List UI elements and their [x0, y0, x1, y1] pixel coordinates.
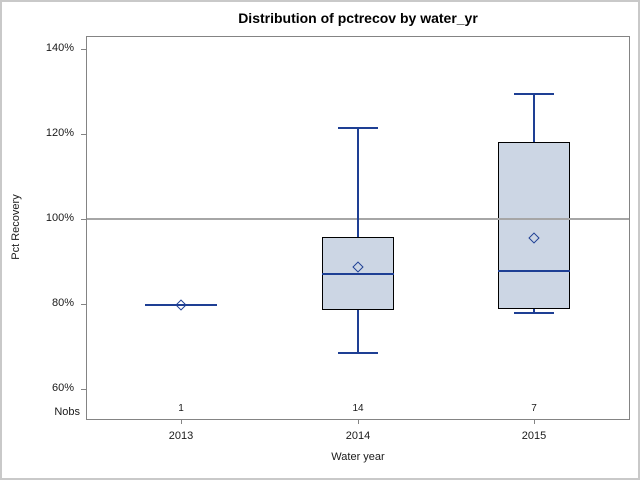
y-tick-mark	[81, 388, 86, 390]
y-tick-mark	[81, 218, 86, 220]
nobs-value: 1	[178, 403, 184, 414]
chart-title: Distribution of pctrecov by water_yr	[238, 10, 478, 26]
y-tick-mark	[81, 133, 86, 135]
y-tick-label: 140%	[45, 42, 74, 54]
x-axis-title: Water year	[331, 451, 385, 463]
lower-whisker-cap	[514, 311, 554, 314]
nobs-value: 14	[352, 403, 364, 414]
lower-whisker	[357, 310, 359, 353]
x-tick-label: 2015	[521, 430, 547, 442]
upper-whisker	[533, 94, 535, 143]
median-line	[498, 270, 570, 273]
x-tick-label: 2013	[168, 430, 194, 442]
median-line	[322, 272, 394, 275]
x-tick-mark	[357, 420, 359, 424]
lower-whisker	[533, 309, 535, 313]
y-tick-label: 100%	[45, 212, 74, 224]
nobs-row-label: Nobs	[54, 406, 80, 418]
x-tick-label: 2014	[345, 430, 371, 442]
box-2015	[498, 142, 570, 310]
upper-whisker-cap	[338, 127, 378, 130]
lower-whisker-cap	[338, 351, 378, 354]
y-axis-title: Pct Recovery	[10, 194, 22, 260]
nobs-value: 7	[531, 403, 537, 414]
y-tick-mark	[81, 48, 86, 50]
x-tick-mark	[533, 420, 535, 424]
upper-whisker	[357, 128, 359, 238]
y-tick-label: 120%	[45, 127, 74, 139]
y-tick-mark	[81, 303, 86, 305]
x-tick-mark	[180, 420, 182, 424]
y-tick-label: 80%	[51, 297, 74, 309]
single-value-line	[145, 304, 217, 307]
upper-whisker-cap	[514, 93, 554, 96]
y-tick-label: 60%	[51, 382, 74, 394]
